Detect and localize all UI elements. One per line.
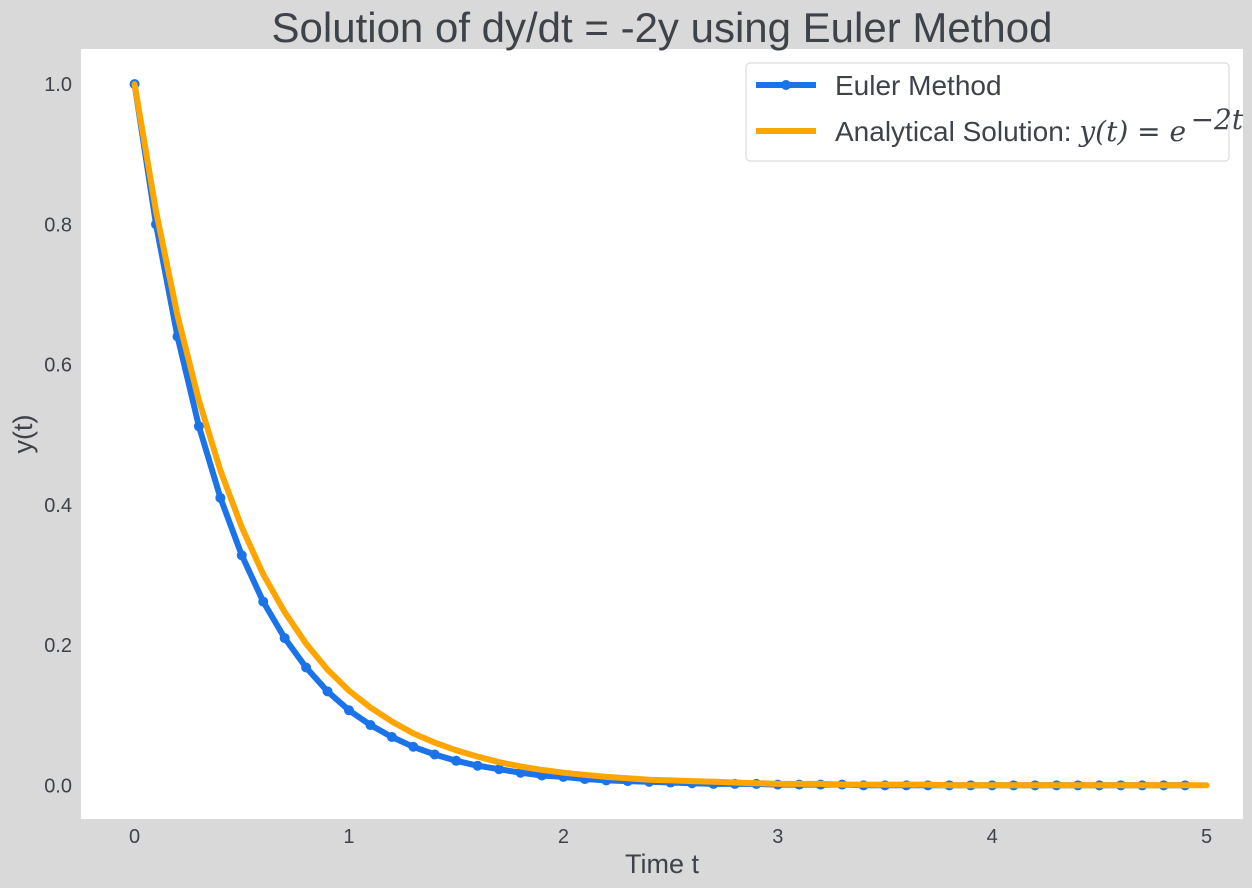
plot-area bbox=[81, 49, 1243, 819]
y-tick-label: 0.0 bbox=[44, 775, 72, 797]
euler-point bbox=[215, 492, 226, 503]
x-tick-label: 2 bbox=[558, 826, 569, 848]
euler-point bbox=[301, 662, 312, 673]
euler-point bbox=[236, 550, 247, 561]
euler-point bbox=[429, 749, 440, 760]
y-tick-label: 0.8 bbox=[44, 214, 72, 236]
euler-point bbox=[408, 741, 419, 752]
euler-point bbox=[451, 755, 462, 766]
euler-point bbox=[472, 760, 483, 771]
euler-point bbox=[279, 633, 290, 644]
series-layer bbox=[129, 79, 1210, 791]
legend-marker-euler bbox=[781, 80, 791, 90]
y-tick-label: 0.2 bbox=[44, 635, 72, 657]
chart-title: Solution of dy/dt = -2y using Euler Meth… bbox=[272, 4, 1053, 51]
euler-point bbox=[258, 596, 269, 607]
series-line-analytical bbox=[131, 81, 1210, 789]
euler-point bbox=[386, 731, 397, 742]
y-axis-ticks: 0.0 0.2 0.4 0.6 0.8 1.0 bbox=[44, 74, 72, 797]
x-tick-label: 1 bbox=[343, 826, 354, 848]
euler-point bbox=[515, 767, 526, 778]
euler-point bbox=[365, 720, 376, 731]
x-tick-label: 3 bbox=[772, 826, 783, 848]
x-tick-label: 0 bbox=[129, 826, 140, 848]
y-tick-label: 1.0 bbox=[44, 74, 72, 96]
euler-point bbox=[193, 421, 204, 432]
legend-label-analytical-exponent: −2t bbox=[1191, 103, 1244, 136]
legend: Euler Method Analytical Solution: y(t) =… bbox=[745, 62, 1244, 162]
legend-label-analytical-text: Analytical Solution: bbox=[835, 116, 1079, 147]
legend-frame bbox=[745, 62, 1230, 162]
x-tick-label: 5 bbox=[1201, 826, 1212, 848]
x-tick-label: 4 bbox=[987, 826, 998, 848]
legend-label-analytical: Analytical Solution: y(t) = e −2t bbox=[835, 103, 1244, 148]
y-axis-label: y(t) bbox=[8, 415, 38, 454]
euler-point bbox=[494, 764, 505, 775]
legend-label-analytical-math: y(t) = e bbox=[1077, 115, 1186, 148]
euler-point bbox=[343, 705, 354, 716]
x-axis-ticks: 0 1 2 3 4 5 bbox=[129, 826, 1212, 848]
y-tick-label: 0.4 bbox=[44, 495, 72, 517]
y-tick-label: 0.6 bbox=[44, 355, 72, 377]
x-axis-label: Time t bbox=[625, 849, 699, 879]
euler-point bbox=[322, 686, 333, 697]
legend-label-euler: Euler Method bbox=[835, 70, 1002, 101]
